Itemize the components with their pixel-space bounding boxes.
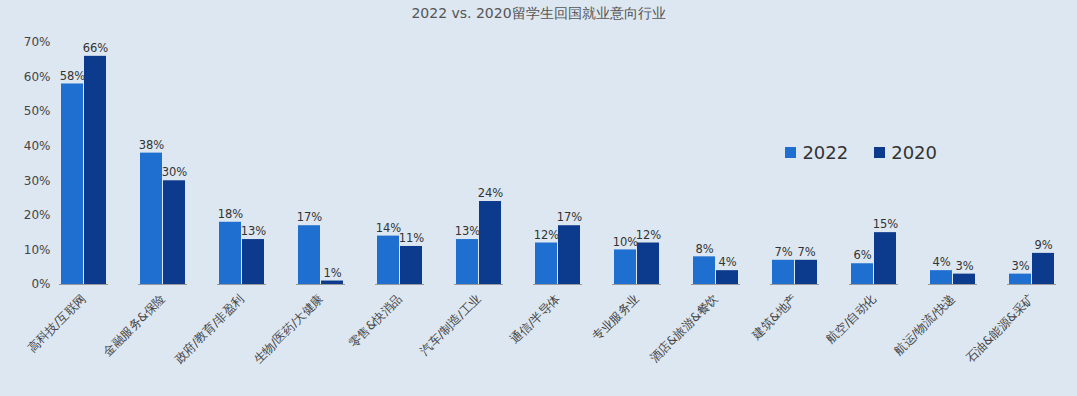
svg-text:30%: 30% xyxy=(162,165,188,179)
svg-text:60%: 60% xyxy=(24,70,51,84)
svg-text:20%: 20% xyxy=(24,208,51,222)
svg-text:汽车/制造/工业: 汽车/制造/工业 xyxy=(417,291,484,358)
svg-text:15%: 15% xyxy=(873,217,899,231)
svg-text:24%: 24% xyxy=(478,186,504,200)
svg-text:7%: 7% xyxy=(774,245,792,259)
svg-text:70%: 70% xyxy=(24,35,51,49)
svg-text:30%: 30% xyxy=(24,174,51,188)
svg-text:1%: 1% xyxy=(323,266,341,280)
svg-text:10%: 10% xyxy=(24,243,51,257)
svg-text:零售&快消品: 零售&快消品 xyxy=(346,291,405,350)
svg-text:专业服务业: 专业服务业 xyxy=(590,291,642,343)
svg-text:4%: 4% xyxy=(932,255,950,269)
svg-text:0%: 0% xyxy=(31,277,50,291)
svg-text:13%: 13% xyxy=(455,224,481,238)
html-text:2020: 2020 xyxy=(891,142,937,163)
svg-text:9%: 9% xyxy=(1034,238,1052,252)
svg-text:18%: 18% xyxy=(218,207,244,221)
svg-text:通信/半导体: 通信/半导体 xyxy=(508,291,563,346)
svg-text:12%: 12% xyxy=(636,228,662,242)
svg-text:11%: 11% xyxy=(399,231,425,245)
svg-text:建筑&地产: 建筑&地产 xyxy=(749,291,800,342)
svg-text:6%: 6% xyxy=(853,248,871,262)
svg-text:8%: 8% xyxy=(695,242,713,256)
svg-text:12%: 12% xyxy=(534,228,560,242)
svg-text:58%: 58% xyxy=(60,69,86,83)
svg-text:40%: 40% xyxy=(24,139,51,153)
svg-text:50%: 50% xyxy=(24,104,51,118)
svg-text:38%: 38% xyxy=(139,138,165,152)
svg-text:政府/教育/非盈利: 政府/教育/非盈利 xyxy=(172,291,247,366)
svg-text:酒店&旅游&餐饮: 酒店&旅游&餐饮 xyxy=(647,291,721,365)
svg-text:金融服务&保险: 金融服务&保险 xyxy=(100,291,167,358)
svg-text:13%: 13% xyxy=(241,224,267,238)
svg-text:14%: 14% xyxy=(376,221,402,235)
svg-text:3%: 3% xyxy=(955,259,973,273)
svg-text:石油&能源&采矿: 石油&能源&采矿 xyxy=(963,291,1037,365)
svg-text:17%: 17% xyxy=(297,210,323,224)
svg-text:10%: 10% xyxy=(613,235,639,249)
svg-text:4%: 4% xyxy=(718,255,736,269)
svg-text:高科技/互联网: 高科技/互联网 xyxy=(25,291,89,355)
svg-text:7%: 7% xyxy=(797,245,815,259)
svg-text:生物/医药/大健康: 生物/医药/大健康 xyxy=(251,291,326,366)
svg-text:66%: 66% xyxy=(83,41,109,55)
html-text:2022: 2022 xyxy=(802,142,849,163)
svg-text:17%: 17% xyxy=(557,210,583,224)
svg-text:航运/物流/快递: 航运/物流/快递 xyxy=(891,291,958,358)
html-text:2022 vs. 2020留学生回国就业意向行业: 2022 vs. 2020留学生回国就业意向行业 xyxy=(411,5,666,21)
svg-text:3%: 3% xyxy=(1011,259,1029,273)
svg-text:航空/自动化: 航空/自动化 xyxy=(824,291,879,346)
